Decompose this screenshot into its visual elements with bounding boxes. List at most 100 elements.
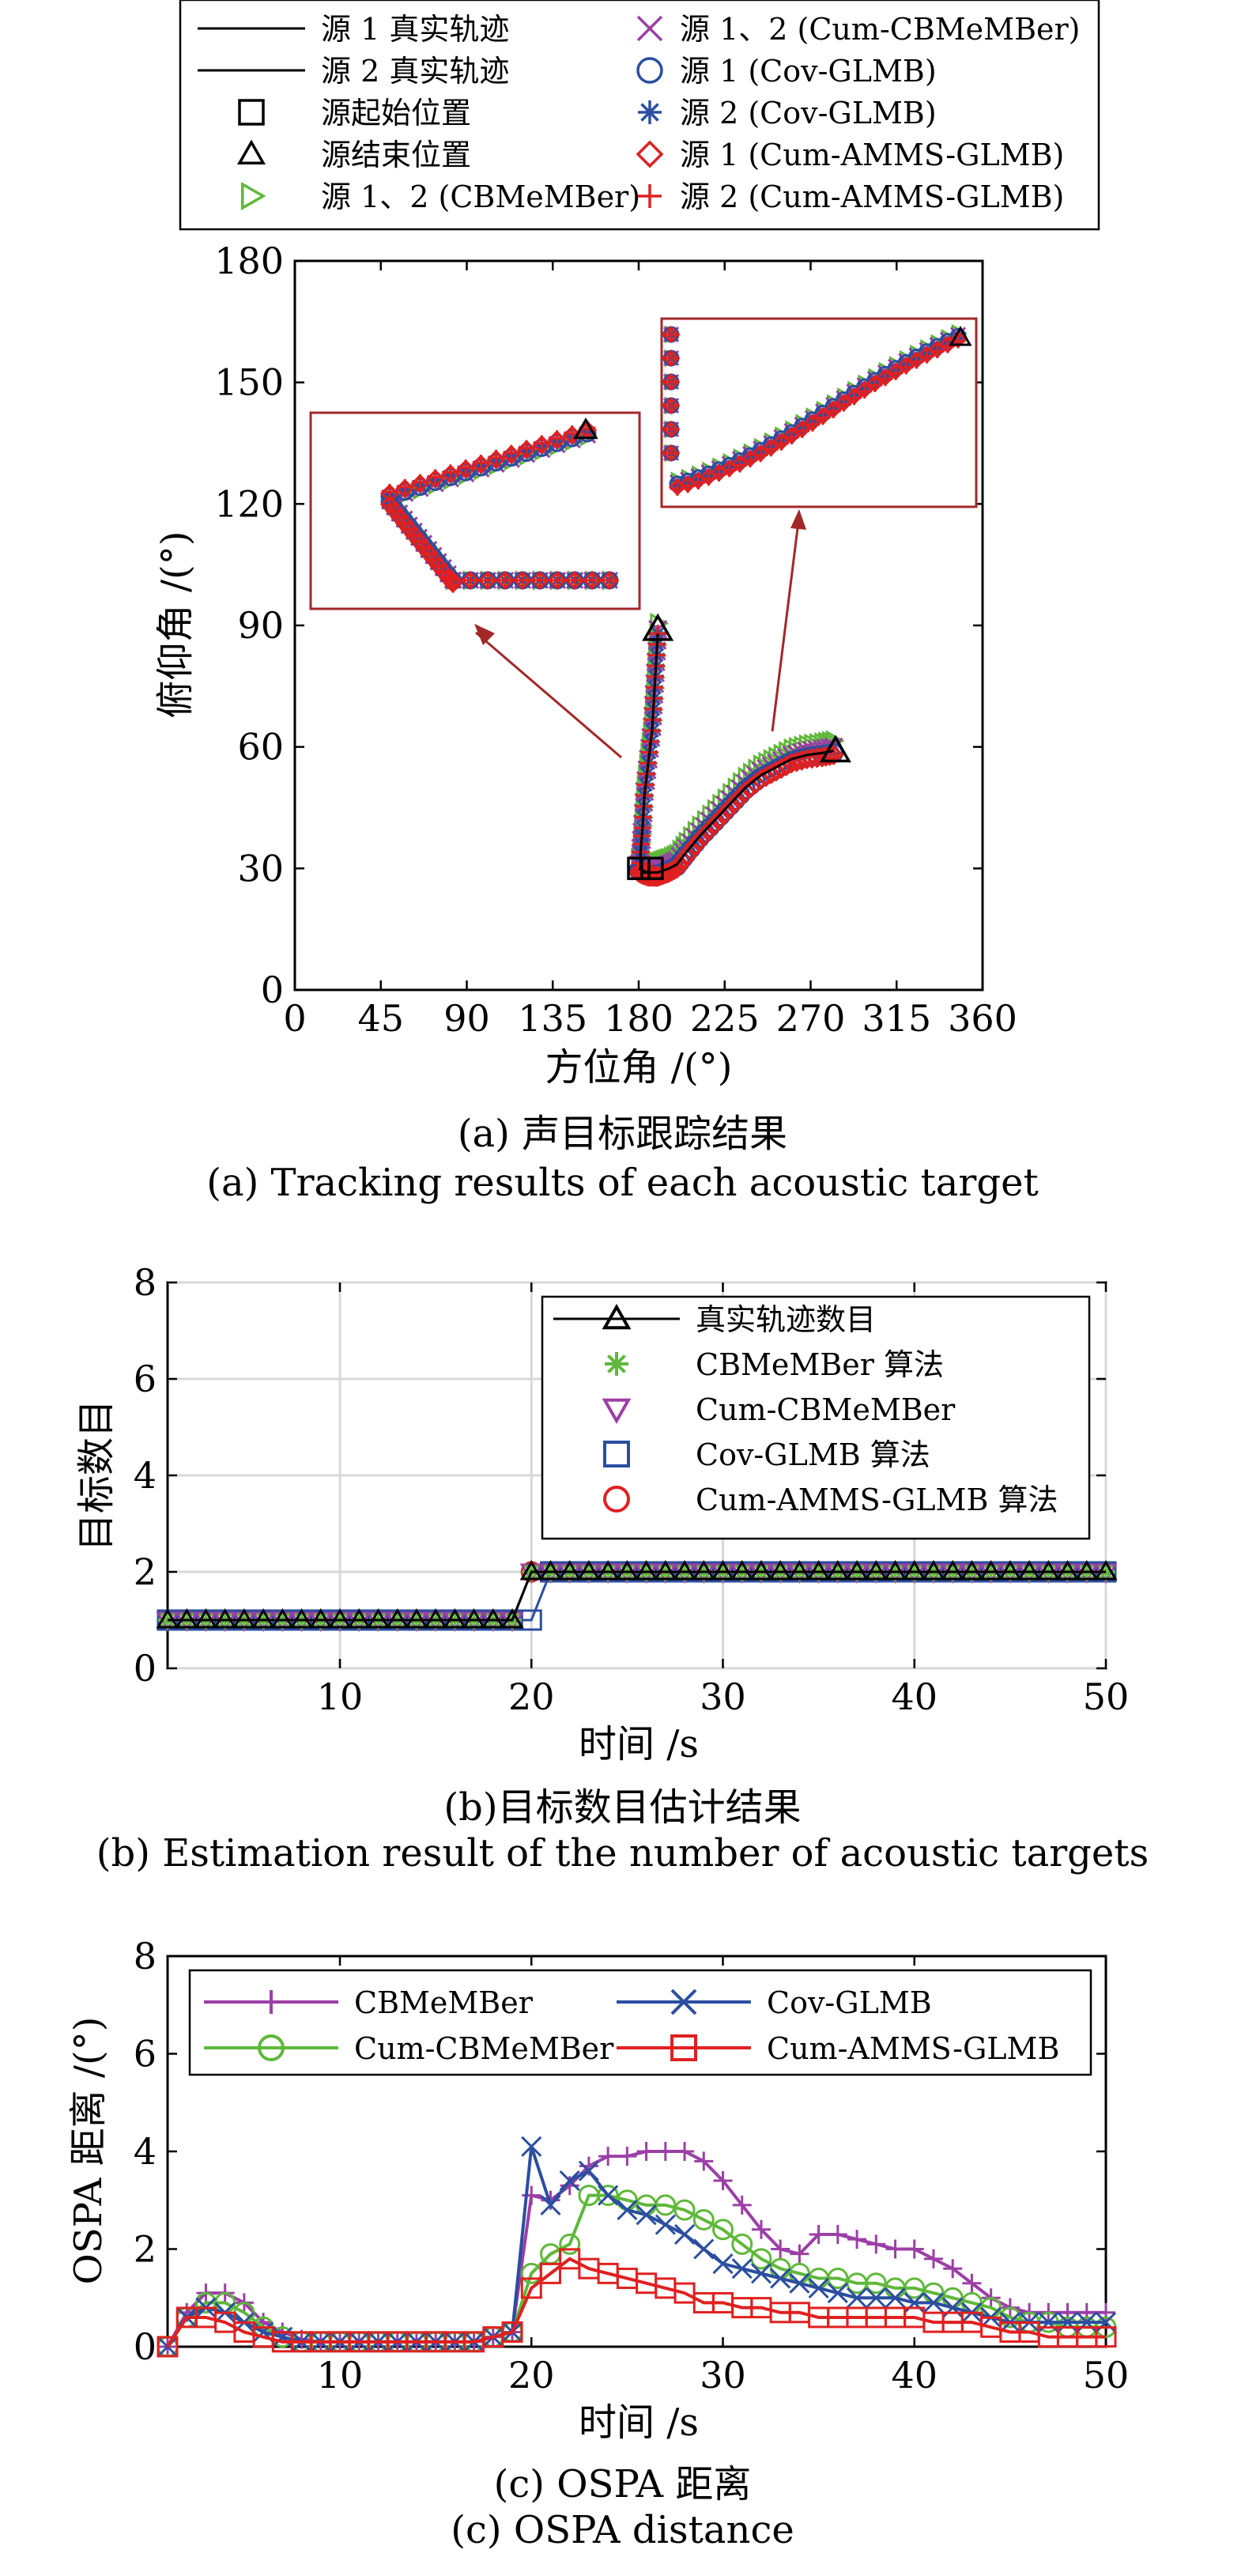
series-point-marker	[828, 2224, 847, 2244]
track-estimate-marker	[765, 761, 787, 782]
series-point-marker	[213, 1607, 237, 1629]
panel-a-zoom-insets	[309, 317, 978, 759]
series-point-marker	[270, 1607, 294, 1629]
series-point-marker	[558, 1559, 582, 1581]
series-point-marker	[1075, 1559, 1099, 1581]
inset-estimate-marker	[867, 378, 882, 393]
track-estimate-marker	[685, 835, 706, 856]
inset-estimate-marker	[691, 475, 706, 490]
inset-estimate-marker	[919, 349, 934, 364]
legend-marker-swatch	[670, 1989, 697, 2015]
series-point-marker	[617, 2147, 637, 2166]
x-tick-label: 45	[357, 997, 404, 1040]
series-point-marker	[807, 1559, 831, 1581]
y-tick-label: 0	[134, 2325, 157, 2368]
panel-c-y-axis-label: OSPA 距离 /(°)	[66, 2017, 111, 2285]
legend-marker-swatch	[603, 1441, 630, 1467]
y-tick-label: 0	[134, 1647, 157, 1690]
legend-marker-swatch	[636, 15, 663, 42]
series-point-marker	[866, 2234, 886, 2254]
series-point-marker	[808, 2277, 829, 2298]
series-point-marker	[598, 2147, 618, 2166]
series-point-marker	[232, 1607, 256, 1629]
series-point-marker	[462, 1607, 486, 1629]
inset-estimate-marker	[743, 453, 758, 468]
series-point-marker	[674, 2223, 696, 2246]
series-point-marker	[520, 1609, 542, 1631]
track-estimate-marker	[725, 791, 746, 813]
series-point-marker	[559, 2233, 581, 2255]
inset-estimate-marker	[503, 444, 519, 461]
legend-marker-swatch	[238, 99, 265, 126]
y-tick-label: 2	[134, 1551, 157, 1593]
series-point-marker	[366, 1607, 390, 1629]
series-point-marker	[617, 2200, 638, 2221]
legend-entry-label: 源 1、2 (CBMeMBer)	[321, 179, 640, 214]
series-point-marker	[615, 1559, 639, 1581]
series-point-marker	[711, 1559, 735, 1581]
inset-estimate-marker	[397, 478, 413, 495]
inset-estimate-marker	[427, 469, 443, 485]
series-point-marker	[443, 1607, 466, 1629]
arrow-head-right	[790, 509, 806, 530]
x-tick-label: 30	[700, 1675, 746, 1718]
series-point-marker	[768, 1559, 792, 1581]
x-tick-label: 315	[862, 997, 931, 1040]
series-point-marker	[675, 2142, 695, 2161]
y-tick-label: 30	[237, 847, 284, 890]
end-position-marker	[819, 735, 851, 763]
series-point-marker	[1055, 1559, 1080, 1581]
series-point-marker	[750, 2263, 772, 2284]
legend-entry-label: 源 1、2 (Cum-CBMeMBer)	[680, 12, 1080, 47]
x-tick-label: 135	[518, 997, 587, 1040]
x-tick-label: 270	[776, 997, 846, 1040]
series-point-marker	[750, 2248, 772, 2270]
y-tick-label: 4	[134, 1454, 157, 1497]
series-point-marker	[770, 2268, 791, 2289]
legend-marker-swatch	[670, 2034, 697, 2061]
panel-c-legend-box	[188, 1969, 1092, 2076]
x-tick-label: 225	[690, 997, 760, 1040]
legend-marker-swatch	[241, 181, 266, 211]
legend-entry-label: 源 1 (Cum-AMMS-GLMB)	[680, 138, 1064, 172]
inset-estimate-marker	[940, 338, 955, 353]
panel-b-axis-ticks: 10 20 30 40 50 0 2 4 6 8	[134, 1261, 1130, 1718]
inset-estimate-marker	[602, 572, 617, 588]
inset-estimate-marker	[664, 398, 678, 413]
series-point-marker	[328, 1607, 352, 1629]
legend-entry-label: 源 2 (Cov-GLMB)	[680, 96, 937, 130]
series-point-marker	[713, 2171, 733, 2191]
track-estimate-marker	[775, 755, 798, 776]
series-point-marker	[904, 2277, 926, 2299]
series-point-marker	[960, 1559, 984, 1581]
panel-a-y-axis-label: 俯仰角 /(°)	[153, 531, 198, 719]
inset-estimate-marker	[549, 572, 565, 588]
series-point-marker	[943, 2259, 963, 2279]
panel-c-data-marks	[157, 2136, 1117, 2358]
source-1-true-track	[638, 750, 834, 874]
series-point-marker	[1036, 1559, 1060, 1581]
panel-b-data-marks	[156, 1559, 1118, 1633]
track-estimate-marker	[689, 829, 711, 851]
series-point-marker	[635, 1559, 658, 1581]
series-point-marker	[540, 2194, 561, 2215]
track-estimate-marker	[781, 753, 802, 774]
panel-c-ospa-chart: 10 20 30 40 50 0 2 4 6 8 CBMeMBer Cum-CBMeMBer Cov-…	[66, 1935, 1129, 2445]
inset-estimate-marker	[753, 448, 768, 463]
inset-estimate-marker	[888, 365, 904, 380]
series-point-marker	[866, 2287, 887, 2309]
series-point-marker	[847, 2230, 867, 2249]
series-point-marker	[998, 1559, 1022, 1581]
panel-a-axis-ticks: 0 45 90 135 180 225 270 315 360 0 30 60 90 120 150 180	[214, 240, 1017, 1040]
y-tick-label: 120	[214, 482, 284, 525]
series-point-marker	[732, 2195, 752, 2215]
panel-b-legend: 真实轨迹数目 CBMeMBer 算法 Cum-CBMeMBer Cov-GLMB 算法…	[553, 1302, 1058, 1517]
series-point-marker	[251, 1607, 275, 1629]
series-point-marker	[771, 2239, 790, 2259]
inset-estimate-marker	[532, 572, 548, 588]
legend-entry-label: Cov-GLMB	[767, 1985, 932, 2020]
series-point-marker	[521, 2136, 542, 2157]
track-estimate-marker	[694, 824, 715, 845]
panel-b-y-axis-label: 目标数目	[74, 1399, 119, 1551]
series-point-marker	[289, 1607, 314, 1629]
